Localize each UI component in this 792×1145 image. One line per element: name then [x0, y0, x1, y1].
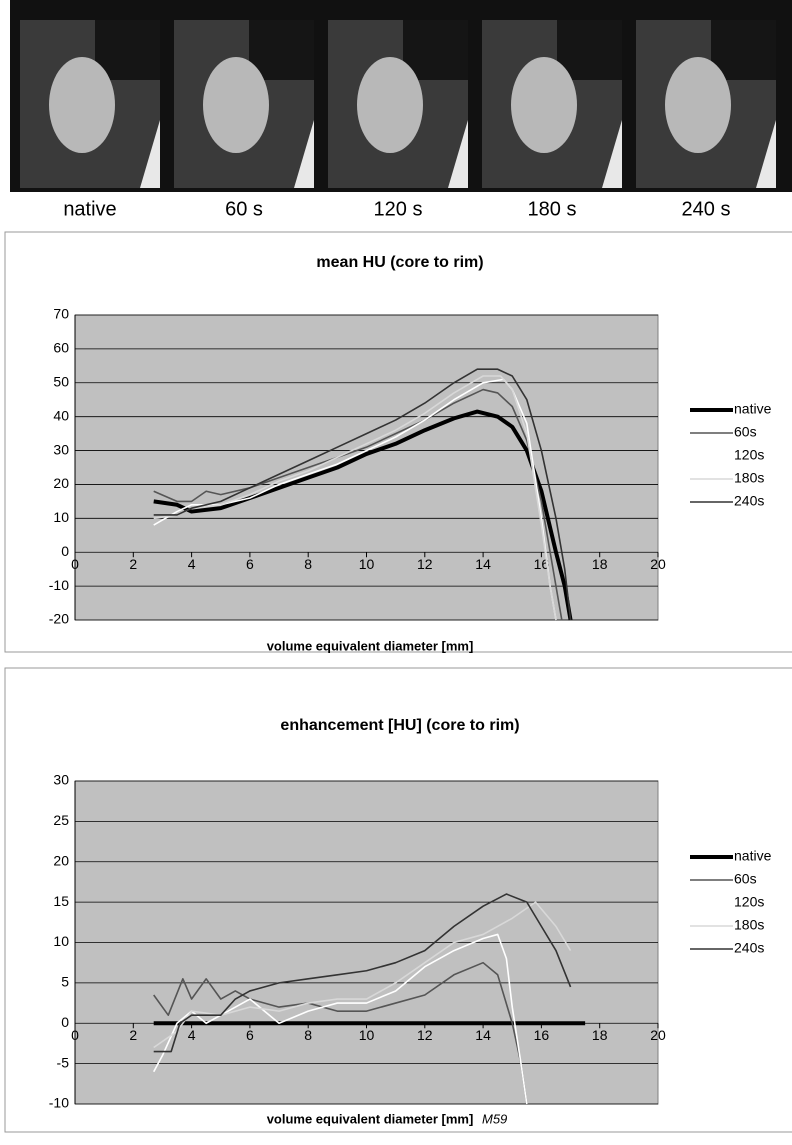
y-tick-label: 30 [53, 772, 69, 788]
y-tick-label: -20 [49, 611, 69, 627]
x-tick-label: 0 [71, 556, 79, 572]
image-label: 60 s [225, 198, 263, 220]
y-tick-label: 0 [61, 543, 69, 559]
x-tick-label: 18 [592, 1027, 608, 1043]
figure: native 60 s 120 s 180 s 240 s mean HU (core t… [0, 0, 792, 1140]
chart-title: enhancement [HU] (core to rim) [280, 717, 519, 734]
plot-area [75, 315, 658, 620]
image-label: native [63, 198, 116, 220]
x-tick-label: 2 [129, 556, 137, 572]
x-tick-label: 0 [71, 1027, 79, 1043]
legend-label: 180s [734, 917, 764, 933]
x-tick-label: 2 [129, 1027, 137, 1043]
y-tick-label: 60 [53, 340, 69, 356]
nodule [511, 57, 577, 153]
x-tick-label: 12 [417, 556, 433, 572]
y-tick-label: 25 [53, 812, 69, 828]
legend-label: native [734, 401, 772, 417]
image-label: 180 s [528, 198, 577, 220]
y-tick-label: 50 [53, 373, 69, 389]
legend-label: native [734, 848, 772, 864]
y-tick-label: 70 [53, 306, 69, 322]
nodule [49, 57, 115, 153]
nodule [357, 57, 423, 153]
x-tick-label: 4 [188, 556, 196, 572]
x-tick-label: 8 [304, 556, 312, 572]
x-tick-label: 8 [304, 1027, 312, 1043]
x-tick-label: 16 [534, 1027, 550, 1043]
y-tick-label: 0 [61, 1014, 69, 1030]
y-tick-label: 10 [53, 933, 69, 949]
y-tick-label: 20 [53, 475, 69, 491]
y-tick-label: -10 [49, 577, 69, 593]
x-tick-label: 14 [475, 1027, 491, 1043]
x-tick-label: 12 [417, 1027, 433, 1043]
y-tick-label: 30 [53, 441, 69, 457]
y-tick-label: -5 [57, 1054, 70, 1070]
x-tick-label: 10 [359, 556, 375, 572]
x-axis-label: volume equivalent diameter [mm] [267, 638, 474, 653]
legend-label: 60s [734, 424, 757, 440]
legend-label: 240s [734, 940, 764, 956]
legend-label: 120s [734, 447, 764, 463]
x-tick-label: 20 [650, 556, 666, 572]
x-tick-label: 6 [246, 556, 254, 572]
y-tick-label: 10 [53, 509, 69, 525]
y-tick-label: 5 [61, 974, 69, 990]
x-tick-label: 18 [592, 556, 608, 572]
y-tick-label: -10 [49, 1095, 69, 1111]
y-tick-label: 40 [53, 407, 69, 423]
chart-title: mean HU (core to rim) [316, 254, 483, 271]
x-axis-label: volume equivalent diameter [mm] [267, 1111, 474, 1126]
x-tick-label: 14 [475, 556, 491, 572]
image-label: 240 s [682, 198, 731, 220]
x-tick-label: 6 [246, 1027, 254, 1043]
y-tick-label: 20 [53, 852, 69, 868]
x-tick-label: 20 [650, 1027, 666, 1043]
legend-label: 180s [734, 470, 764, 486]
legend-label: 240s [734, 493, 764, 509]
y-tick-label: 15 [53, 893, 69, 909]
x-tick-label: 10 [359, 1027, 375, 1043]
image-label: 120 s [374, 198, 423, 220]
annotation: M59 [482, 1111, 507, 1126]
nodule [665, 57, 731, 153]
legend-label: 60s [734, 871, 757, 887]
x-tick-label: 4 [188, 1027, 196, 1043]
nodule [203, 57, 269, 153]
legend-label: 120s [734, 894, 764, 910]
